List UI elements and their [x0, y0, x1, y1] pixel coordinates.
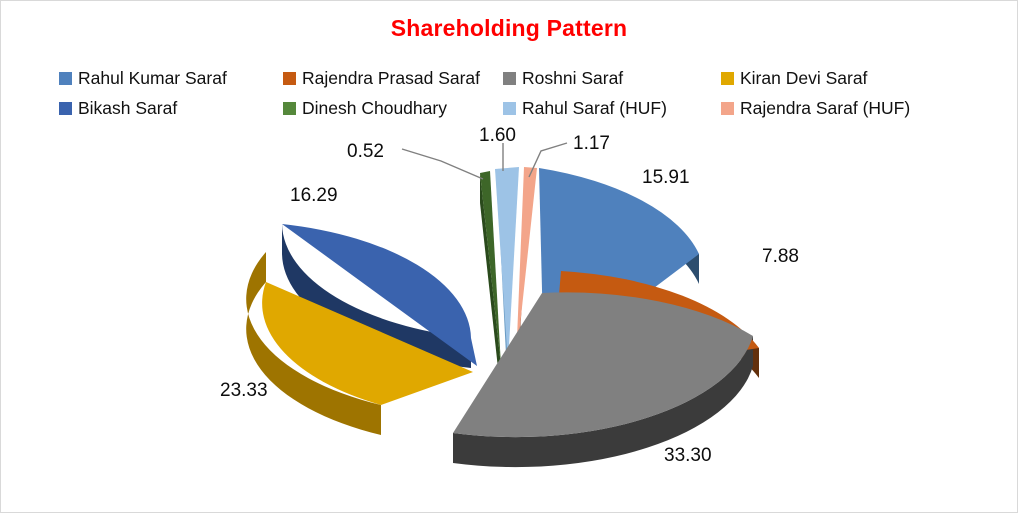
- legend-item-label: Rahul Saraf (HUF): [522, 97, 667, 118]
- legend-item-label: Rahul Kumar Saraf: [78, 67, 227, 88]
- legend-item-rahul-kumar-saraf[interactable]: Rahul Kumar Saraf: [59, 63, 283, 93]
- legend-swatch-icon: [59, 101, 72, 115]
- legend-item-label: Kiran Devi Saraf: [740, 67, 868, 88]
- legend-item-rajendra-prasad-saraf[interactable]: Rajendra Prasad Saraf: [283, 63, 503, 93]
- data-label-bikash-saraf: 16.29: [290, 185, 338, 206]
- legend-swatch-icon: [283, 101, 296, 115]
- legend-item-label: Bikash Saraf: [78, 97, 178, 118]
- legend-swatch-icon: [721, 101, 734, 115]
- data-label-rahul-kumar-saraf: 15.91: [642, 167, 690, 188]
- legend-swatch-icon: [283, 71, 296, 85]
- pie-svg: 15.91 7.88 33.30 23.33 16.29 0.52 1.60 1…: [220, 125, 799, 468]
- leader-line-rajendra-saraf-huf: [528, 142, 568, 178]
- slice-bikash-saraf: [282, 224, 477, 366]
- slice-rajendra-saraf-huf: [516, 167, 537, 363]
- slice-side-dinesh-choudhary: [480, 173, 501, 396]
- chart-title: Shareholding Pattern: [390, 15, 628, 41]
- leader-line-dinesh-choudhary: [401, 148, 484, 180]
- data-label-dinesh-choudhary: 0.52: [347, 141, 384, 162]
- legend-item-label: Rajendra Saraf (HUF): [740, 97, 911, 118]
- slice-dinesh-choudhary: [480, 171, 501, 366]
- slice-kiran-devi-saraf: [262, 282, 473, 405]
- legend-item-rahul-saraf-huf[interactable]: Rahul Saraf (HUF): [503, 93, 721, 123]
- label-leader-lines: [401, 142, 568, 180]
- legend-item-label: Rajendra Prasad Saraf: [302, 67, 481, 88]
- legend-item-kiran-devi-saraf[interactable]: Kiran Devi Saraf: [721, 63, 957, 93]
- legend-item-label: Dinesh Choudhary: [302, 97, 447, 118]
- slice-side-roshni-saraf: [453, 336, 753, 468]
- legend-swatch-icon: [503, 71, 516, 85]
- legend-item-bikash-saraf[interactable]: Bikash Saraf: [59, 93, 283, 123]
- legend-swatch-icon: [59, 71, 72, 85]
- data-label-rahul-saraf-huf: 1.60: [479, 125, 516, 146]
- legend-item-label: Roshni Saraf: [522, 67, 624, 88]
- legend-item-dinesh-choudhary[interactable]: Dinesh Choudhary: [283, 93, 503, 123]
- legend-item-roshni-saraf[interactable]: Roshni Saraf: [503, 63, 721, 93]
- pie-data-labels: 15.91 7.88 33.30 23.33 16.29 0.52 1.60 1…: [220, 125, 799, 466]
- data-label-rajendra-saraf-huf: 1.17: [573, 133, 610, 154]
- chart-legend: Rahul Kumar Saraf Rajendra Prasad Saraf …: [59, 63, 969, 123]
- slice-roshni-saraf: [453, 292, 753, 438]
- data-label-roshni-saraf: 33.30: [664, 445, 712, 466]
- legend-swatch-icon: [721, 71, 734, 85]
- slice-rahul-saraf-huf: [495, 167, 519, 364]
- slice-side-bikash-saraf: [282, 224, 471, 368]
- data-label-kiran-devi-saraf: 23.33: [220, 380, 268, 401]
- pie-chart-graphic: 15.91 7.88 33.30 23.33 16.29 0.52 1.60 1…: [1, 121, 1017, 496]
- legend-item-rajendra-saraf-huf[interactable]: Rajendra Saraf (HUF): [721, 93, 957, 123]
- pie-top-faces: [262, 167, 759, 438]
- legend-swatch-icon: [503, 101, 516, 115]
- data-label-rajendra-prasad-saraf: 7.88: [762, 246, 799, 267]
- slice-side-kiran-devi-saraf: [246, 252, 381, 435]
